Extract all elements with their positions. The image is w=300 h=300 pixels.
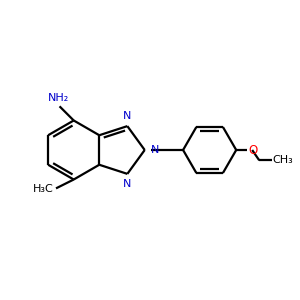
- Text: N: N: [151, 145, 159, 155]
- Text: H₃C: H₃C: [33, 184, 54, 194]
- Text: N: N: [123, 111, 131, 122]
- Text: CH₃: CH₃: [273, 155, 294, 165]
- Text: NH₂: NH₂: [47, 93, 69, 103]
- Text: N: N: [123, 178, 131, 189]
- Text: O: O: [249, 143, 258, 157]
